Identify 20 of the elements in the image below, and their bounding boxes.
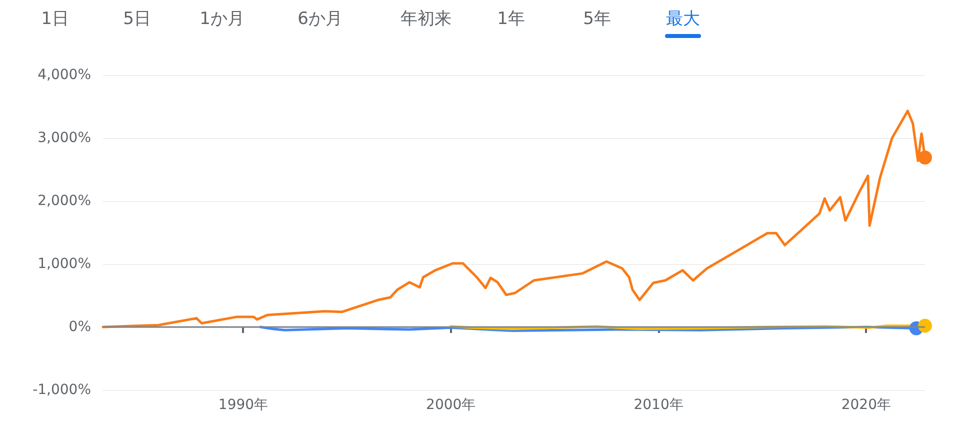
- text: 年初来: [400, 9, 452, 29]
- text: 5日: [123, 9, 151, 29]
- text: 5年: [583, 9, 611, 29]
- text: 1か月: [200, 9, 244, 29]
- x-tick-label: 1990年: [218, 397, 268, 413]
- text: 1年: [497, 9, 525, 29]
- y-tick-label: 1,000%: [38, 256, 91, 272]
- x-tick-label: 2000年: [426, 397, 476, 413]
- text: 1日: [41, 9, 69, 29]
- y-tick-label: 0%: [68, 319, 91, 335]
- x-tick-label: 2010年: [634, 397, 684, 413]
- point: [918, 318, 932, 333]
- text: 最大: [666, 9, 700, 29]
- text: 6か月: [298, 9, 342, 29]
- y-tick-label: 4,000%: [38, 67, 91, 83]
- point: [918, 150, 932, 165]
- x-tick-label: 2020年: [841, 397, 891, 413]
- y-tick-label: -1,000%: [32, 382, 91, 398]
- y-tick-label: 3,000%: [38, 130, 91, 146]
- y-tick-label: 2,000%: [38, 193, 91, 209]
